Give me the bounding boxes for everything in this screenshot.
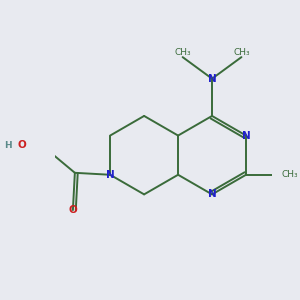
Text: CH₃: CH₃ <box>174 48 191 57</box>
Text: O: O <box>68 205 77 215</box>
Text: N: N <box>208 74 216 84</box>
Text: H: H <box>4 141 12 150</box>
Text: N: N <box>106 170 115 180</box>
Text: O: O <box>17 140 26 150</box>
Text: CH₃: CH₃ <box>233 48 250 57</box>
Text: CH₃: CH₃ <box>281 170 298 179</box>
Text: N: N <box>242 130 250 141</box>
Text: N: N <box>208 189 216 200</box>
